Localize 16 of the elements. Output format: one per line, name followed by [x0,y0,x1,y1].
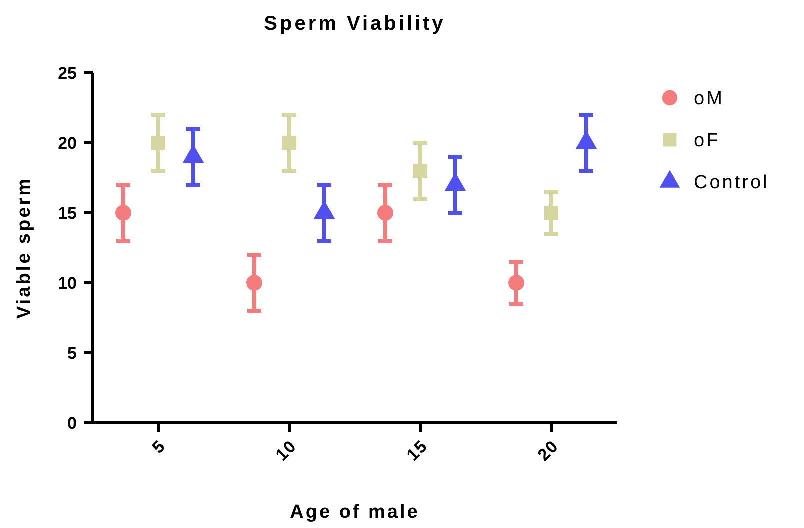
x-tick-label: 5 [148,436,170,458]
y-tick-label: 5 [68,344,77,363]
legend-label: oF [694,130,720,152]
x-axis-title: Age of male [290,502,420,523]
y-tick-label: 0 [68,414,77,433]
y-tick-label: 10 [58,274,77,293]
y-axis-title: Viable sperm [14,177,35,319]
x-tick-label: 20 [534,436,563,465]
x-tick-label: 10 [272,436,301,465]
legend-label: oM [694,88,724,110]
y-tick-label: 20 [58,134,77,153]
y-tick-label: 25 [58,64,77,83]
x-tick-label: 15 [403,436,432,465]
chart-title: Sperm Viability [264,13,446,35]
legend-label: Control [694,172,770,194]
y-tick-label: 15 [58,204,77,223]
